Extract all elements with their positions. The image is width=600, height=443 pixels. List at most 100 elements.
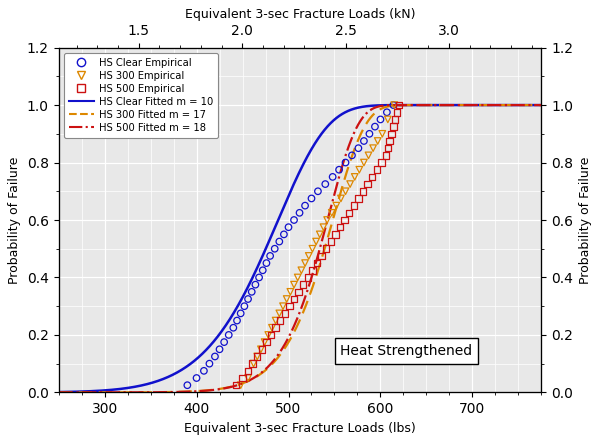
Point (253, 353, 262, 360)
Point (383, 116, 392, 123)
Point (353, 195, 363, 202)
Point (353, 144, 363, 152)
Point (249, 360, 259, 367)
Point (364, 152, 373, 159)
Point (236, 310, 245, 317)
Point (253, 353, 262, 360)
Point (278, 303, 288, 310)
Point (359, 137, 369, 144)
Point (254, 274, 264, 281)
Point (267, 324, 277, 331)
Point (229, 324, 238, 331)
Point (322, 245, 331, 252)
Point (289, 281, 299, 288)
Point (270, 245, 280, 252)
Point (182, 382, 192, 389)
Point (205, 360, 214, 367)
Point (391, 116, 400, 123)
Point (251, 281, 260, 288)
Point (262, 260, 271, 267)
Point (377, 130, 387, 137)
Point (294, 288, 304, 295)
Point (367, 173, 377, 180)
Point (247, 288, 257, 295)
Point (365, 130, 374, 137)
Point (303, 274, 313, 281)
Point (243, 374, 253, 381)
Point (340, 217, 349, 224)
Point (355, 166, 364, 173)
Point (315, 231, 325, 238)
Point (389, 101, 398, 109)
Point (383, 144, 392, 152)
Point (308, 245, 317, 252)
Point (386, 130, 396, 137)
Text: Heat Strengthened: Heat Strengthened (340, 344, 472, 358)
Point (308, 267, 317, 274)
Point (271, 317, 280, 324)
Point (280, 310, 290, 317)
Point (215, 346, 224, 353)
X-axis label: Equivalent 3-sec Fracture Loads (lbs): Equivalent 3-sec Fracture Loads (lbs) (184, 422, 416, 435)
Point (344, 209, 354, 216)
Point (258, 267, 268, 274)
Point (248, 360, 257, 367)
Point (304, 253, 314, 260)
Point (327, 209, 337, 216)
Point (257, 346, 266, 353)
Point (394, 101, 404, 109)
Point (263, 331, 273, 338)
Point (332, 202, 341, 209)
Point (300, 260, 310, 267)
Point (266, 331, 276, 338)
Point (275, 317, 285, 324)
Y-axis label: Probability of Failure: Probability of Failure (8, 156, 22, 284)
Point (320, 181, 330, 188)
Point (284, 303, 294, 310)
Point (307, 195, 316, 202)
Point (373, 137, 383, 144)
Point (381, 152, 391, 159)
Legend: HS Clear Empirical, HS 300 Empirical, HS 500 Empirical, HS Clear Fitted m = 10, : HS Clear Empirical, HS 300 Empirical, HS… (64, 53, 218, 138)
Point (295, 209, 304, 216)
Point (238, 374, 247, 381)
Point (271, 324, 280, 331)
Point (220, 338, 229, 346)
Point (243, 295, 253, 303)
Point (359, 159, 369, 166)
Y-axis label: Probability of Failure: Probability of Failure (578, 156, 592, 284)
Point (265, 253, 275, 260)
Point (328, 173, 337, 180)
Point (372, 166, 382, 173)
Point (322, 217, 332, 224)
Point (385, 137, 394, 144)
Point (192, 374, 202, 381)
Point (286, 288, 295, 295)
Point (224, 331, 233, 338)
Point (358, 188, 368, 195)
Point (363, 181, 373, 188)
Point (349, 202, 359, 209)
Point (282, 295, 292, 303)
Point (275, 238, 284, 245)
Point (392, 109, 402, 116)
Point (341, 159, 350, 166)
X-axis label: Equivalent 3-sec Fracture Loads (kN): Equivalent 3-sec Fracture Loads (kN) (185, 8, 415, 21)
Point (311, 238, 321, 245)
Point (317, 253, 326, 260)
Point (239, 303, 249, 310)
Point (210, 353, 220, 360)
Point (236, 382, 245, 389)
Point (243, 367, 253, 374)
Point (347, 152, 357, 159)
Point (232, 317, 242, 324)
Point (335, 224, 345, 231)
Point (289, 217, 299, 224)
Point (341, 188, 350, 195)
Point (298, 281, 308, 288)
Point (336, 195, 346, 202)
Point (376, 116, 385, 123)
Point (319, 224, 328, 231)
Point (262, 338, 271, 346)
Point (199, 367, 209, 374)
